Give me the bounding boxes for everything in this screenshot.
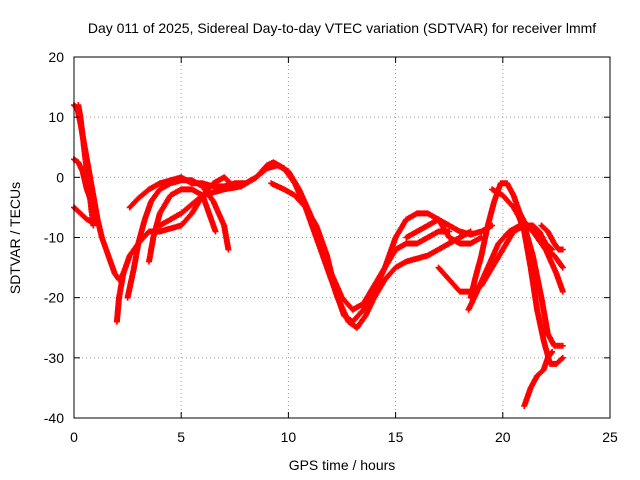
series-markers — [146, 186, 219, 265]
series-markers — [521, 348, 556, 409]
x-tick-label: 5 — [177, 429, 185, 445]
series-arc-17 — [521, 348, 556, 409]
y-tick-label: -40 — [44, 410, 64, 426]
x-axis-label: GPS time / hours — [289, 457, 396, 473]
series-arc-14 — [465, 222, 566, 313]
y-axis-label: SDTVAR / TECUs — [7, 182, 23, 294]
data-marks — [71, 102, 566, 409]
x-tick-label: 10 — [281, 429, 297, 445]
x-tick-label: 0 — [70, 429, 78, 445]
y-tick-label: -20 — [44, 290, 64, 306]
series-arc-10 — [268, 180, 485, 325]
y-axis-ticks: -40 -30 -20 -10 0 10 20 — [44, 49, 610, 426]
x-tick-label: 20 — [495, 429, 511, 445]
y-tick-label: 10 — [48, 109, 64, 125]
x-tick-label: 15 — [388, 429, 404, 445]
y-tick-label: 20 — [48, 49, 64, 65]
y-tick-label: -30 — [44, 350, 64, 366]
x-tick-label: 25 — [602, 429, 618, 445]
series-markers — [268, 180, 485, 325]
series-arc-18 — [538, 222, 566, 253]
chart-title: Day 011 of 2025, Sidereal Day-to-day VTE… — [88, 20, 596, 36]
series-arc-16 — [514, 210, 566, 367]
y-tick-label: 0 — [56, 169, 64, 185]
series-markers — [538, 222, 566, 253]
series-arc-7 — [146, 186, 219, 265]
series-markers — [514, 210, 566, 367]
x-axis-ticks: 0 5 10 15 20 25 — [70, 57, 618, 445]
series-markers — [465, 222, 566, 313]
y-tick-label: -10 — [44, 230, 64, 246]
